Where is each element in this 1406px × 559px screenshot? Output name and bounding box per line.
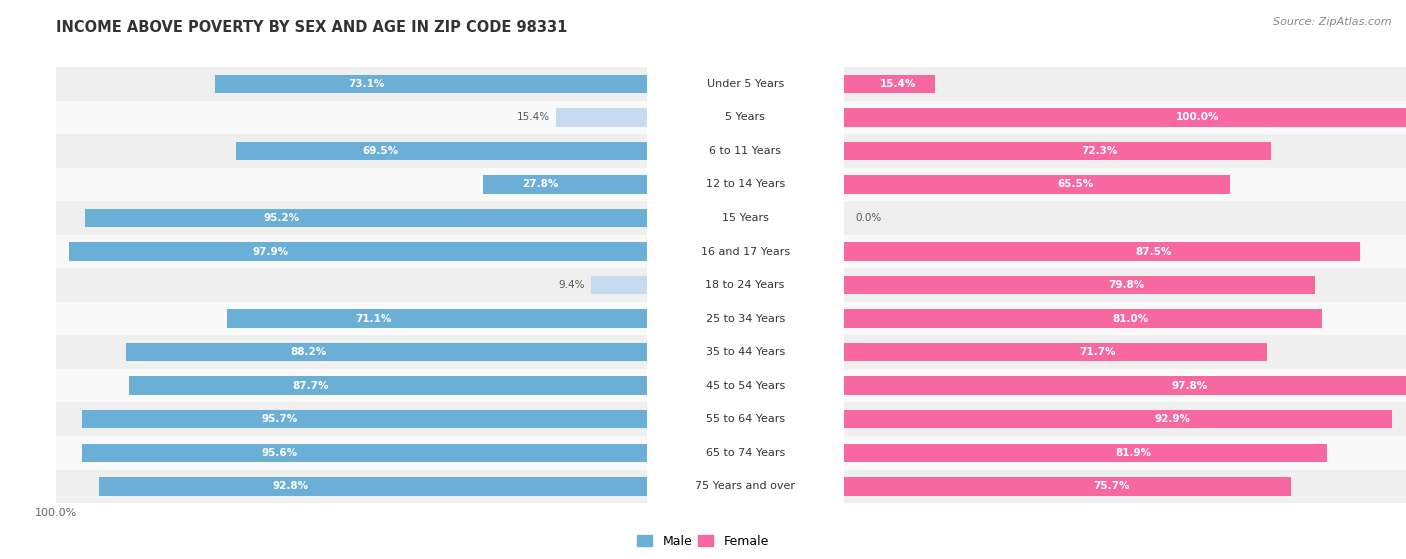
Text: 12 to 14 Years: 12 to 14 Years: [706, 179, 785, 190]
Text: 95.6%: 95.6%: [262, 448, 298, 458]
Text: 65 to 74 Years: 65 to 74 Years: [706, 448, 785, 458]
Text: 18 to 24 Years: 18 to 24 Years: [706, 280, 785, 290]
Bar: [236, 142, 647, 160]
Bar: [844, 268, 1406, 302]
Bar: [56, 67, 647, 101]
Bar: [56, 268, 647, 302]
Text: 95.7%: 95.7%: [262, 414, 298, 424]
Bar: [844, 410, 1392, 428]
Text: 27.8%: 27.8%: [522, 179, 558, 190]
Text: 5 Years: 5 Years: [725, 112, 765, 122]
Text: 65.5%: 65.5%: [1057, 179, 1094, 190]
Text: 97.8%: 97.8%: [1173, 381, 1208, 391]
Text: 73.1%: 73.1%: [349, 79, 384, 89]
Text: 72.3%: 72.3%: [1081, 146, 1118, 156]
Bar: [215, 75, 647, 93]
Bar: [226, 310, 647, 328]
Bar: [56, 201, 647, 235]
Text: 6 to 11 Years: 6 to 11 Years: [709, 146, 782, 156]
Bar: [844, 477, 1291, 495]
Bar: [56, 402, 647, 436]
Bar: [844, 310, 1322, 328]
Text: Under 5 Years: Under 5 Years: [707, 79, 783, 89]
Bar: [844, 276, 1315, 295]
Text: 16 and 17 Years: 16 and 17 Years: [700, 247, 790, 257]
Text: Source: ZipAtlas.com: Source: ZipAtlas.com: [1274, 17, 1392, 27]
Text: 97.9%: 97.9%: [253, 247, 290, 257]
Bar: [56, 302, 647, 335]
Bar: [844, 108, 1406, 126]
Text: 69.5%: 69.5%: [361, 146, 398, 156]
Bar: [844, 444, 1327, 462]
Bar: [844, 101, 1406, 134]
Bar: [844, 176, 1230, 194]
Bar: [844, 377, 1406, 395]
Text: 75.7%: 75.7%: [1094, 481, 1130, 491]
Bar: [69, 243, 647, 260]
Text: 79.8%: 79.8%: [1108, 280, 1144, 290]
Bar: [56, 235, 647, 268]
Text: 81.0%: 81.0%: [1112, 314, 1149, 324]
Text: 15.4%: 15.4%: [517, 112, 550, 122]
Bar: [844, 67, 1406, 101]
Text: 0.0%: 0.0%: [855, 213, 882, 223]
Legend: Male, Female: Male, Female: [633, 530, 773, 553]
Text: 35 to 44 Years: 35 to 44 Years: [706, 347, 785, 357]
Bar: [56, 168, 647, 201]
Bar: [844, 142, 1271, 160]
Text: 95.2%: 95.2%: [263, 213, 299, 223]
Bar: [82, 444, 647, 462]
Bar: [844, 436, 1406, 470]
Bar: [844, 235, 1406, 268]
Bar: [844, 201, 1406, 235]
Bar: [56, 134, 647, 168]
Bar: [844, 369, 1406, 402]
Bar: [844, 302, 1406, 335]
Bar: [56, 369, 647, 402]
Bar: [82, 410, 647, 428]
Bar: [844, 75, 935, 93]
Text: 15.4%: 15.4%: [880, 79, 917, 89]
Text: 92.9%: 92.9%: [1154, 414, 1191, 424]
Bar: [56, 335, 647, 369]
Bar: [127, 343, 647, 362]
Text: 9.4%: 9.4%: [558, 280, 585, 290]
Bar: [56, 470, 647, 503]
Bar: [844, 168, 1406, 201]
Bar: [98, 477, 647, 495]
Text: 55 to 64 Years: 55 to 64 Years: [706, 414, 785, 424]
Text: INCOME ABOVE POVERTY BY SEX AND AGE IN ZIP CODE 98331: INCOME ABOVE POVERTY BY SEX AND AGE IN Z…: [56, 21, 568, 35]
Text: 45 to 54 Years: 45 to 54 Years: [706, 381, 785, 391]
Bar: [84, 209, 647, 227]
Bar: [844, 243, 1361, 260]
Text: 87.7%: 87.7%: [292, 381, 329, 391]
Bar: [482, 176, 647, 194]
Text: 88.2%: 88.2%: [290, 347, 326, 357]
Bar: [844, 335, 1406, 369]
Text: 75 Years and over: 75 Years and over: [695, 481, 796, 491]
Text: 25 to 34 Years: 25 to 34 Years: [706, 314, 785, 324]
Bar: [592, 276, 647, 295]
Bar: [844, 134, 1406, 168]
Bar: [555, 108, 647, 126]
Text: 87.5%: 87.5%: [1136, 247, 1171, 257]
Text: 71.1%: 71.1%: [356, 314, 392, 324]
Bar: [844, 402, 1406, 436]
Bar: [129, 377, 647, 395]
Text: 92.8%: 92.8%: [273, 481, 309, 491]
Bar: [56, 436, 647, 470]
Bar: [844, 343, 1267, 362]
Bar: [56, 101, 647, 134]
Text: 71.7%: 71.7%: [1080, 347, 1116, 357]
Bar: [844, 470, 1406, 503]
Text: 15 Years: 15 Years: [721, 213, 769, 223]
Text: 100.0%: 100.0%: [1177, 112, 1219, 122]
Text: 81.9%: 81.9%: [1116, 448, 1152, 458]
